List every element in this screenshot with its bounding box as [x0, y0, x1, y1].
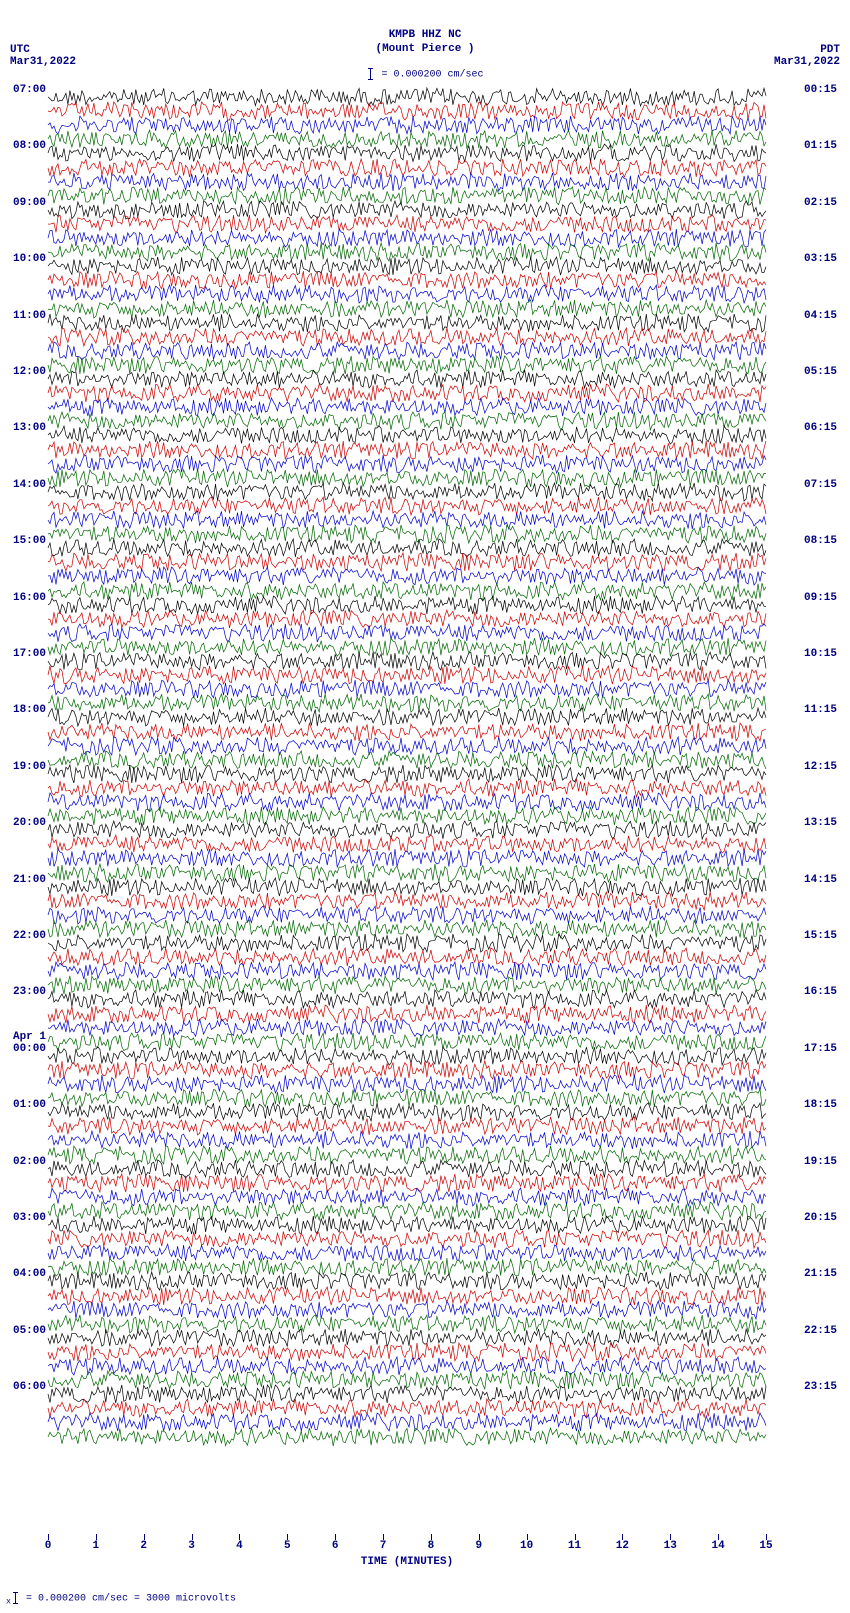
utc-time-label: 20:00	[13, 817, 46, 829]
scale-bar-icon	[370, 68, 371, 80]
local-time-label: 11:15	[804, 704, 837, 716]
utc-time-label: 09:00	[13, 197, 46, 209]
x-tick-label: 6	[332, 1540, 339, 1552]
utc-time-label: 01:00	[13, 1099, 46, 1111]
utc-time-label: 23:00	[13, 986, 46, 998]
local-time-label: 01:15	[804, 140, 837, 152]
trace-row	[48, 1430, 766, 1444]
left-tz-block: UTC Mar31,2022	[10, 44, 76, 68]
local-time-label: 02:15	[804, 197, 837, 209]
utc-time-label: 10:00	[13, 253, 46, 265]
scale-bar-icon	[15, 1592, 16, 1604]
utc-time-label: 15:00	[13, 535, 46, 547]
local-time-label: 12:15	[804, 761, 837, 773]
local-time-label: 06:15	[804, 422, 837, 434]
day-break-label: Apr 1	[13, 1031, 46, 1043]
local-time-label: 08:15	[804, 535, 837, 547]
x-tick-label: 13	[664, 1540, 677, 1552]
header-scale-text: = 0.000200 cm/sec	[375, 70, 483, 81]
utc-time-label: 04:00	[13, 1268, 46, 1280]
seismogram-plot	[48, 90, 766, 1535]
x-tick-label: 4	[236, 1540, 243, 1552]
left-time-axis: 07:0008:0009:0010:0011:0012:0013:0014:00…	[4, 90, 46, 1535]
footer-scale-text: = 0.000200 cm/sec = 3000 microvolts	[20, 1594, 236, 1605]
local-time-label: 04:15	[804, 310, 837, 322]
utc-time-label: 05:00	[13, 1325, 46, 1337]
station-location: (Mount Pierce )	[0, 42, 850, 56]
x-tick-label: 2	[140, 1540, 147, 1552]
x-tick-label: 12	[616, 1540, 629, 1552]
utc-time-label: 00:00	[13, 1043, 46, 1055]
local-time-label: 10:15	[804, 648, 837, 660]
local-time-label: 16:15	[804, 986, 837, 998]
seismogram-container: KMPB HHZ NC (Mount Pierce ) = 0.000200 c…	[0, 0, 850, 1613]
local-time-label: 05:15	[804, 366, 837, 378]
utc-time-label: 03:00	[13, 1212, 46, 1224]
x-axis-title: TIME (MINUTES)	[48, 1556, 766, 1568]
x-axis: TIME (MINUTES) 0123456789101112131415	[48, 1540, 766, 1580]
utc-time-label: 13:00	[13, 422, 46, 434]
x-tick-label: 1	[93, 1540, 100, 1552]
utc-time-label: 14:00	[13, 479, 46, 491]
local-time-label: 15:15	[804, 930, 837, 942]
right-time-axis: 00:1501:1502:1503:1504:1505:1506:1507:15…	[804, 90, 846, 1535]
local-time-label: 21:15	[804, 1268, 837, 1280]
x-tick-label: 14	[712, 1540, 725, 1552]
left-tz: UTC	[10, 44, 76, 56]
utc-time-label: 08:00	[13, 140, 46, 152]
right-tz: PDT	[774, 44, 840, 56]
utc-time-label: 21:00	[13, 874, 46, 886]
x-tick-label: 11	[568, 1540, 581, 1552]
utc-time-label: 06:00	[13, 1381, 46, 1393]
utc-time-label: 12:00	[13, 366, 46, 378]
header-scale: = 0.000200 cm/sec	[0, 68, 850, 81]
local-time-label: 00:15	[804, 84, 837, 96]
local-time-label: 18:15	[804, 1099, 837, 1111]
utc-time-label: 02:00	[13, 1156, 46, 1168]
right-tz-block: PDT Mar31,2022	[774, 44, 840, 68]
utc-time-label: 11:00	[13, 310, 46, 322]
utc-time-label: 16:00	[13, 592, 46, 604]
local-time-label: 17:15	[804, 1043, 837, 1055]
x-tick-label: 9	[475, 1540, 482, 1552]
local-time-label: 20:15	[804, 1212, 837, 1224]
utc-time-label: 22:00	[13, 930, 46, 942]
local-time-label: 13:15	[804, 817, 837, 829]
utc-time-label: 19:00	[13, 761, 46, 773]
x-tick-label: 7	[380, 1540, 387, 1552]
local-time-label: 09:15	[804, 592, 837, 604]
x-tick-label: 3	[188, 1540, 195, 1552]
local-time-label: 14:15	[804, 874, 837, 886]
left-date: Mar31,2022	[10, 56, 76, 68]
local-time-label: 23:15	[804, 1381, 837, 1393]
x-tick-label: 8	[428, 1540, 435, 1552]
x-tick-label: 5	[284, 1540, 291, 1552]
header: KMPB HHZ NC (Mount Pierce )	[0, 28, 850, 57]
x-tick-label: 0	[45, 1540, 52, 1552]
x-tick-label: 10	[520, 1540, 533, 1552]
station-id: KMPB HHZ NC	[0, 28, 850, 42]
utc-time-label: 17:00	[13, 648, 46, 660]
footer-scale: x = 0.000200 cm/sec = 3000 microvolts	[6, 1592, 236, 1607]
x-tick-label: 15	[759, 1540, 772, 1552]
utc-time-label: 07:00	[13, 84, 46, 96]
local-time-label: 07:15	[804, 479, 837, 491]
right-date: Mar31,2022	[774, 56, 840, 68]
local-time-label: 19:15	[804, 1156, 837, 1168]
utc-time-label: 18:00	[13, 704, 46, 716]
local-time-label: 03:15	[804, 253, 837, 265]
local-time-label: 22:15	[804, 1325, 837, 1337]
